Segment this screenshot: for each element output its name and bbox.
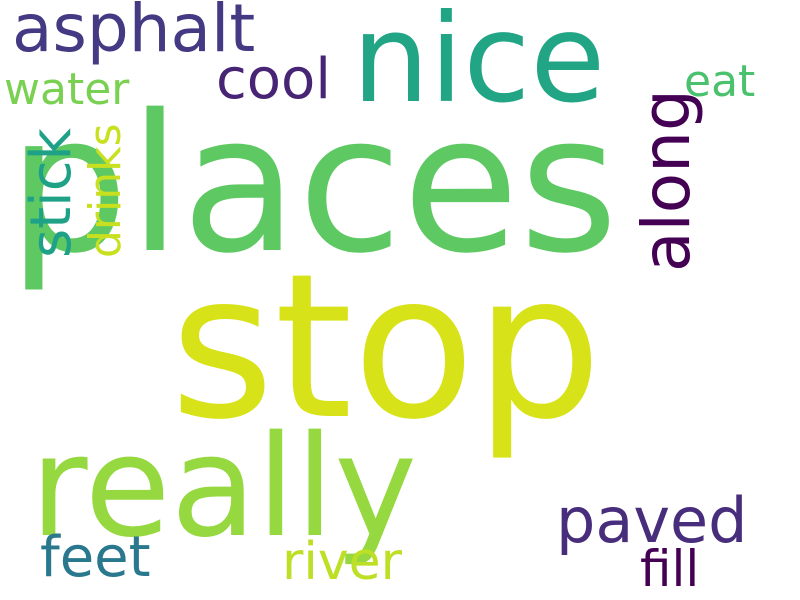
word-really: really (30, 406, 418, 569)
word-asphalt: asphalt (12, 0, 256, 67)
word-river: river (282, 532, 402, 592)
word-cool: cool (216, 47, 331, 112)
word-stick: stick (19, 128, 84, 258)
word-nice: nice (352, 0, 606, 130)
word-water: water (4, 64, 130, 115)
word-along: along (628, 89, 705, 272)
word-places: places (8, 74, 619, 295)
word-feet: feet (40, 525, 151, 590)
word-eat: eat (684, 56, 756, 107)
word-bite: bite (0, 225, 9, 310)
word-paved: paved (556, 484, 748, 557)
word-stop: stop (170, 231, 602, 464)
word-fill: fill (640, 540, 700, 598)
word-drinks: drinks (80, 123, 131, 258)
